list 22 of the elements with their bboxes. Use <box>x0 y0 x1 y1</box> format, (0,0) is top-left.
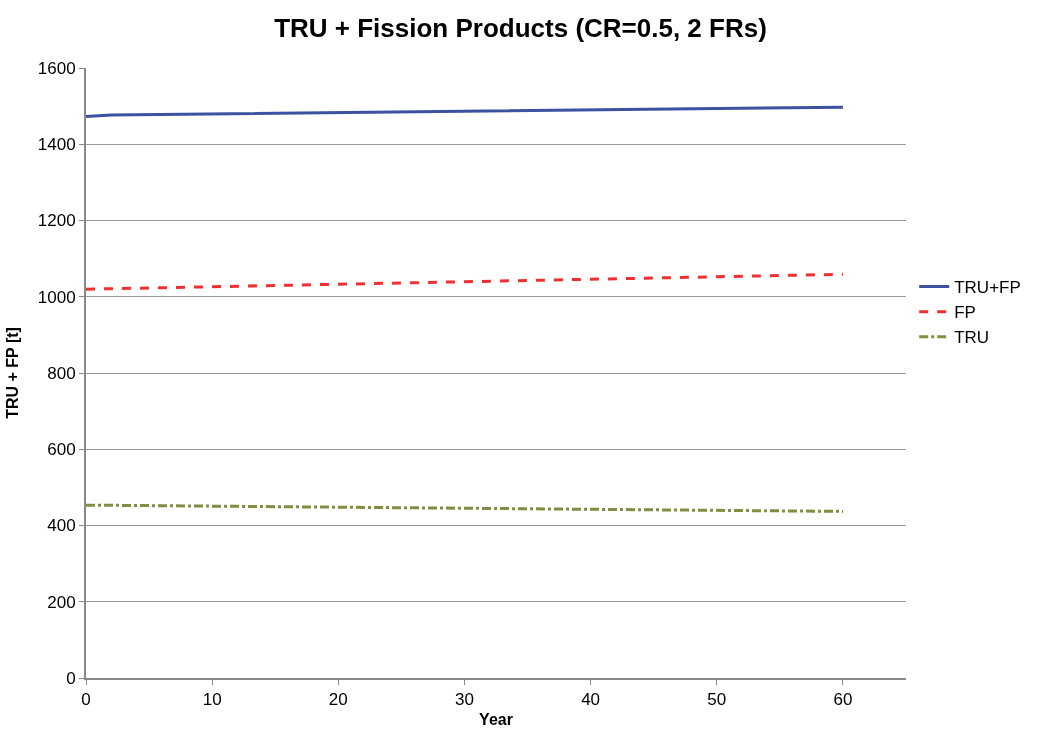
y-tick-label: 0 <box>66 668 76 688</box>
x-axis-title: Year <box>479 710 513 728</box>
x-tick-label: 60 <box>833 690 853 710</box>
y-tick-label: 200 <box>47 592 76 612</box>
x-tick-label: 40 <box>581 690 601 710</box>
y-tick-label: 1000 <box>37 287 76 307</box>
y-tick-label: 1400 <box>37 135 76 155</box>
y-axis-title: TRU + FP [t] <box>4 327 22 419</box>
x-tick-label: 0 <box>81 690 91 710</box>
y-tick-label: 600 <box>47 440 76 460</box>
y-tick-label: 1600 <box>37 58 76 78</box>
y-tick-label: 800 <box>47 363 76 383</box>
x-tick-label: 30 <box>455 690 474 710</box>
x-tick-label: 20 <box>328 690 348 710</box>
y-tick-label: 1200 <box>37 211 76 231</box>
x-tick-label: 10 <box>202 690 222 710</box>
legend-label: TRU+FP <box>954 278 1021 298</box>
legend-label: TRU <box>954 328 990 348</box>
x-tick-label: 50 <box>707 690 727 710</box>
chart-title: TRU + Fission Products (CR=0.5, 2 FRs) <box>274 13 767 44</box>
legend-label: FP <box>954 303 976 323</box>
y-tick-label: 400 <box>47 516 76 536</box>
